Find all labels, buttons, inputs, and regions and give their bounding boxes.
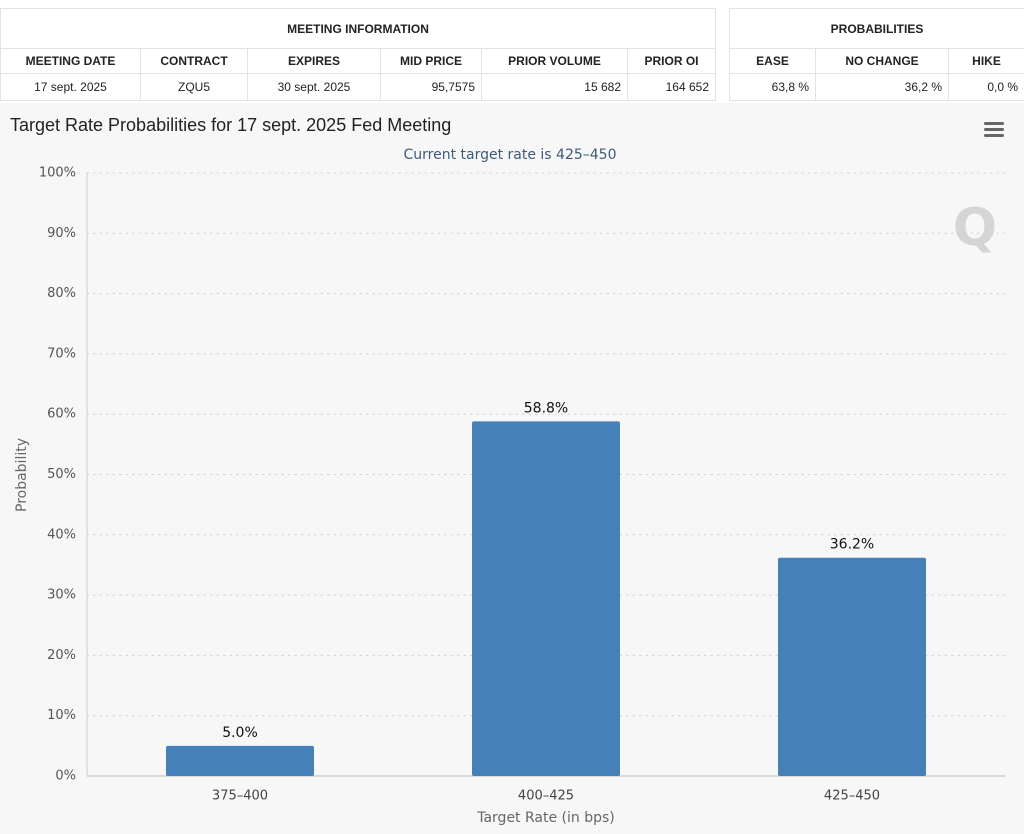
chart-title: Target Rate Probabilities for 17 sept. 2… xyxy=(10,115,451,135)
column-header: HIKE xyxy=(947,48,1024,74)
cell: 63,8 % xyxy=(729,73,816,101)
y-tick-label: 80% xyxy=(47,286,76,301)
y-tick-label: 40% xyxy=(47,527,76,542)
y-tick-label: 90% xyxy=(47,226,76,241)
cell: ZQU5 xyxy=(140,73,248,101)
y-tick-label: 10% xyxy=(47,708,76,723)
cell: 0,0 % xyxy=(947,73,1024,101)
chart-subtitle: Current target rate is 425–450 xyxy=(403,147,616,163)
probabilities-table: PROBABILITIES EASE NO CHANGE HIKE 63,8 % 36,2… xyxy=(728,8,1024,101)
watermark: Q xyxy=(953,198,997,258)
bar xyxy=(778,557,926,776)
cell: 95,7575 xyxy=(380,73,482,101)
column-header: CONTRACT xyxy=(140,48,248,74)
bar xyxy=(472,421,620,776)
data-label: 58.8% xyxy=(524,400,568,416)
column-header: PRIOR VOLUME xyxy=(481,48,628,74)
x-tick-label: 375–400 xyxy=(212,789,268,804)
x-axis-title: Target Rate (in bps) xyxy=(476,810,615,826)
cell: 15 682 xyxy=(481,73,628,101)
y-tick-label: 100% xyxy=(39,166,76,181)
column-header: EASE xyxy=(729,48,816,74)
y-tick-label: 0% xyxy=(55,769,76,784)
chart: Target Rate Probabilities for 17 sept. 2… xyxy=(0,103,1024,834)
y-tick-label: 50% xyxy=(47,467,76,482)
x-tick-label: 425–450 xyxy=(824,789,880,804)
column-header: MEETING DATE xyxy=(0,48,141,74)
data-label: 36.2% xyxy=(830,537,874,553)
table-title: MEETING INFORMATION xyxy=(0,8,716,49)
y-tick-label: 20% xyxy=(47,648,76,663)
column-header: PRIOR OI xyxy=(627,48,716,74)
cell: 17 sept. 2025 xyxy=(0,73,141,101)
meeting-table: MEETING INFORMATION MEETING DATE CONTRACT E… xyxy=(0,8,716,101)
table-title: PROBABILITIES xyxy=(728,8,1024,49)
cell: 164 652 xyxy=(627,73,716,101)
data-row: 17 sept. 2025 ZQU5 30 sept. 2025 95,7575 15 … xyxy=(0,73,716,101)
column-header: MID PRICE xyxy=(380,48,482,74)
data-row: 63,8 % 36,2 % 0,0 % xyxy=(729,73,1024,101)
header-row: EASE NO CHANGE HIKE xyxy=(729,48,1024,74)
y-axis-title: Probability xyxy=(14,438,30,512)
header-row: MEETING DATE CONTRACT EXPIRES MID PRICE PRIO… xyxy=(0,48,716,74)
column-header: EXPIRES xyxy=(247,48,381,74)
data-label: 5.0% xyxy=(222,725,258,741)
y-tick-label: 30% xyxy=(47,588,76,603)
cell: 36,2 % xyxy=(815,73,949,101)
menu-button[interactable] xyxy=(984,122,1004,137)
x-tick-label: 400–425 xyxy=(518,789,574,804)
y-tick-label: 60% xyxy=(47,407,76,422)
svg-text:Q: Q xyxy=(953,198,997,258)
y-tick-label: 70% xyxy=(47,346,76,361)
column-header: NO CHANGE xyxy=(815,48,949,74)
bar xyxy=(166,745,314,776)
cell: 30 sept. 2025 xyxy=(247,73,381,101)
title-row: PROBABILITIES xyxy=(728,8,1024,49)
title-row: MEETING INFORMATION xyxy=(0,8,716,49)
